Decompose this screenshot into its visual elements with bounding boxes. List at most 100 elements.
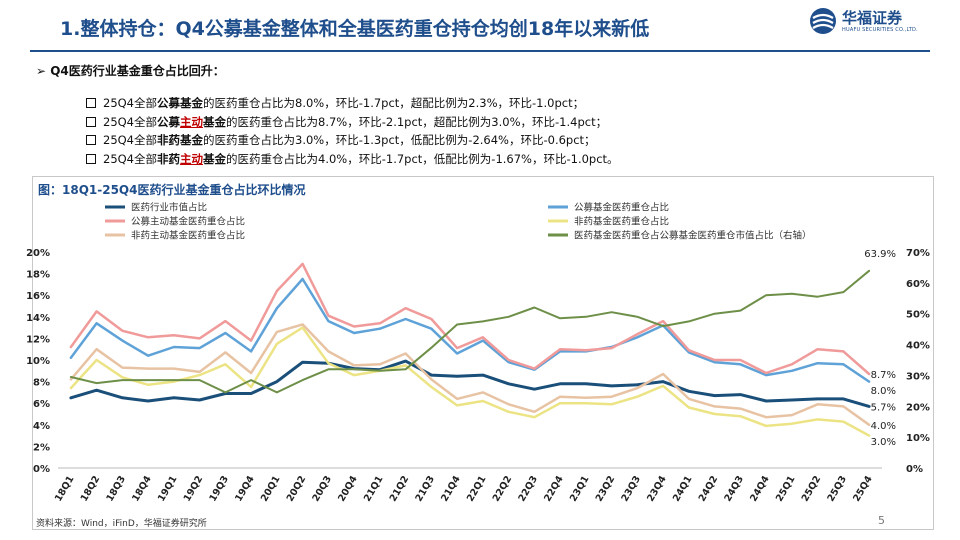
list-item: 25Q4全部 公募基金 的医药重仓占比为8.0%，环比-1.7pct，超配比例为2.… bbox=[86, 94, 619, 113]
series-0-point bbox=[765, 400, 767, 402]
series-2-point bbox=[662, 320, 664, 322]
series-3-point bbox=[430, 386, 433, 388]
left-axis-tick-label: 18% bbox=[26, 270, 50, 281]
series-4-point bbox=[430, 378, 433, 381]
x-axis-tick-label: 20Q3 bbox=[310, 474, 333, 504]
series-5-point bbox=[765, 294, 767, 297]
left-axis-tick-label: 0% bbox=[33, 464, 50, 475]
series-0-point bbox=[533, 388, 536, 391]
series-1-point bbox=[121, 339, 124, 342]
series-0-point bbox=[430, 374, 433, 376]
series-line-0 bbox=[69, 359, 871, 408]
series-3-point bbox=[791, 422, 793, 425]
legend-label: 医药基金医药重仓占公募基金医药重仓市值占比（右轴） bbox=[574, 230, 812, 242]
series-5-point bbox=[688, 320, 690, 323]
logo-name-cn: 华福证券 bbox=[842, 9, 903, 27]
x-axis-tick-label: 25Q2 bbox=[800, 474, 823, 504]
series-line-1 bbox=[69, 277, 871, 383]
series-2-point bbox=[585, 349, 587, 352]
series-2-point bbox=[816, 348, 819, 351]
series-4-point bbox=[868, 424, 870, 426]
checkbox-bullet-icon bbox=[86, 153, 96, 164]
arrow-bullet-icon: ➢ bbox=[36, 64, 51, 78]
right-axis-tick-label: 60% bbox=[906, 279, 930, 290]
series-3-point bbox=[688, 406, 690, 409]
data-label: 63.9% bbox=[864, 249, 896, 260]
series-5-point bbox=[559, 317, 561, 320]
series-5-point bbox=[713, 312, 716, 315]
series-3-point bbox=[713, 413, 716, 415]
series-4-point bbox=[739, 407, 742, 410]
checkbox-bullet-icon bbox=[86, 135, 96, 146]
series-line-4 bbox=[69, 323, 871, 427]
x-axis-tick-label: 21Q3 bbox=[413, 474, 436, 504]
series-3-point bbox=[70, 387, 72, 389]
series-0-point bbox=[121, 397, 124, 399]
series-5-point bbox=[842, 291, 845, 293]
series-1-point bbox=[95, 322, 98, 325]
series-0-point bbox=[585, 383, 587, 385]
series-3-point bbox=[610, 403, 613, 406]
series-3-point bbox=[276, 343, 278, 345]
series-2-point bbox=[70, 346, 72, 348]
series-2-point bbox=[559, 348, 561, 351]
left-axis-tick-label: 6% bbox=[33, 399, 50, 410]
x-axis-tick-label: 19Q2 bbox=[182, 474, 205, 504]
series-5-point bbox=[276, 391, 278, 394]
series-2-point bbox=[121, 330, 124, 332]
page-title: 1.整体持仓：Q4公募基金整体和全基医药重仓持仓均创18年以来新低 bbox=[60, 18, 650, 40]
x-axis-tick-label: 20Q4 bbox=[336, 474, 360, 504]
series-0-point bbox=[198, 399, 201, 401]
bullet-list: 25Q4全部 公募基金 的医药重仓占比为8.0%，环比-1.7pct，超配比例为2.… bbox=[86, 94, 619, 168]
series-4-point bbox=[507, 403, 510, 406]
series-3-point bbox=[559, 402, 561, 405]
series-1-point bbox=[456, 352, 458, 355]
left-axis-tick-label: 20% bbox=[26, 248, 50, 259]
company-logo: 华福证券 HUAFU SECURITIES CO.,LTD. bbox=[808, 6, 918, 36]
series-5-point bbox=[456, 323, 458, 326]
series-0-point bbox=[147, 400, 149, 402]
data-label: 5.7% bbox=[871, 402, 896, 413]
checkbox-bullet-icon bbox=[86, 98, 96, 109]
series-4-point bbox=[147, 367, 149, 370]
series-1-point bbox=[198, 347, 201, 349]
series-3-point bbox=[327, 362, 330, 365]
left-axis-tick-label: 10% bbox=[26, 356, 50, 367]
series-2-point bbox=[379, 322, 381, 325]
series-2-point bbox=[198, 337, 201, 340]
series-2-point bbox=[95, 310, 98, 313]
series-4-point bbox=[713, 405, 716, 408]
series-5-point bbox=[430, 346, 433, 349]
right-axis-tick-label: 10% bbox=[906, 433, 930, 444]
series-3-point bbox=[662, 385, 664, 387]
x-axis-tick-label: 23Q3 bbox=[619, 474, 642, 504]
logo-icon bbox=[810, 8, 836, 34]
series-0-point bbox=[456, 375, 458, 378]
x-axis-tick-label: 24Q4 bbox=[748, 474, 772, 504]
left-axis-tick-label: 16% bbox=[26, 291, 50, 302]
x-axis-tick-label: 23Q4 bbox=[645, 474, 669, 504]
series-4-point bbox=[173, 367, 175, 370]
series-5-point bbox=[610, 311, 613, 314]
series-1-point bbox=[173, 346, 175, 348]
series-5-point bbox=[95, 382, 98, 384]
series-5-point bbox=[404, 368, 407, 371]
series-0-point bbox=[610, 385, 613, 387]
series-2-point bbox=[507, 359, 510, 361]
series-5-point bbox=[816, 295, 819, 298]
series-1-point bbox=[636, 336, 639, 339]
series-1-point bbox=[739, 363, 742, 366]
series-5-point bbox=[636, 316, 639, 318]
series-4-point bbox=[301, 323, 304, 326]
series-line-2 bbox=[69, 262, 871, 376]
series-0-point bbox=[713, 394, 716, 397]
series-2-point bbox=[713, 359, 716, 361]
left-axis-tick-label: 8% bbox=[33, 378, 50, 389]
series-4-point bbox=[765, 416, 767, 419]
data-label: 4.0% bbox=[871, 421, 896, 432]
right-axis-tick-label: 20% bbox=[906, 402, 930, 413]
series-5-point bbox=[379, 370, 381, 372]
series-5-point bbox=[121, 379, 124, 381]
x-axis-tick-label: 18Q2 bbox=[79, 474, 102, 504]
line-chart: 0% 2% 4% 6% 8% 10% 12% 14% 16% 18% 20% 0% 10% 20% 30% 4… bbox=[26, 202, 930, 504]
